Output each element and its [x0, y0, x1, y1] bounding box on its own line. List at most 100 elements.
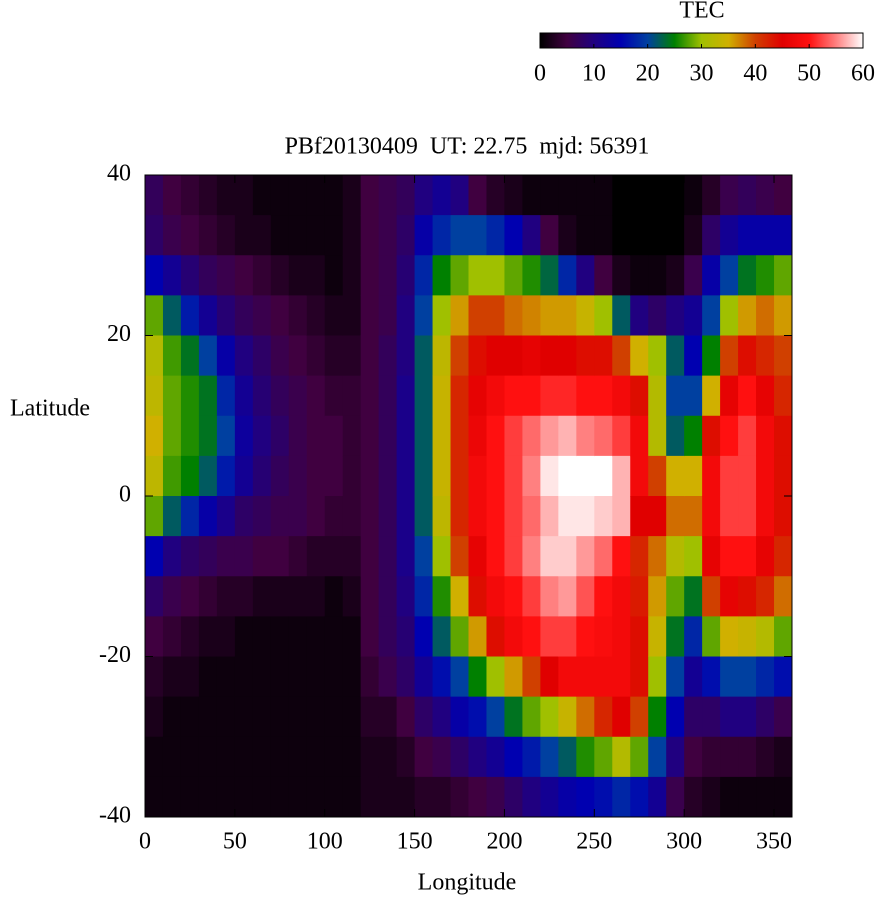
heatmap-cell	[270, 776, 290, 818]
heatmap-cell	[270, 255, 290, 296]
heatmap-cell	[378, 255, 398, 296]
heatmap-cell	[414, 335, 434, 377]
heatmap-cell	[594, 536, 613, 577]
axes: 0 50 100 150 200 250 300 350 -40 -20 0 20 40	[99, 161, 793, 855]
heatmap-cell	[468, 215, 487, 256]
heatmap-cell	[684, 295, 703, 336]
heatmap-cell	[396, 736, 416, 778]
heatmap-cell	[288, 175, 308, 216]
y-tick-label: -20	[99, 642, 131, 668]
heatmap-cell	[756, 175, 775, 216]
heatmap-cell	[378, 616, 398, 657]
heatmap-cell	[738, 496, 757, 537]
heatmap-cell	[216, 696, 236, 738]
heatmap-cell	[756, 295, 775, 336]
heatmap-cell	[504, 175, 523, 216]
heatmap-cell	[306, 696, 326, 738]
heatmap-cell	[288, 295, 308, 336]
heatmap-cell	[180, 335, 200, 377]
heatmap-cell	[216, 536, 236, 577]
heatmap-cell	[486, 576, 505, 617]
heatmap-cell	[450, 295, 469, 336]
heatmap-cell	[324, 576, 344, 617]
heatmap-cell	[270, 415, 290, 457]
heatmap-cell	[486, 415, 505, 457]
heatmap-cell	[324, 496, 344, 537]
heatmap-cell	[342, 455, 362, 497]
heatmap-cell	[162, 295, 182, 336]
heatmap-cell	[540, 375, 559, 417]
heatmap-cell	[342, 375, 362, 417]
heatmap-cell	[162, 576, 182, 617]
heatmap-cell	[288, 415, 308, 457]
heatmap-cell	[432, 255, 452, 296]
heatmap-cell	[306, 576, 326, 617]
heatmap-cell	[702, 255, 721, 296]
heatmap-cell	[216, 496, 236, 537]
heatmap-cell	[450, 255, 469, 296]
heatmap-cell	[540, 175, 559, 216]
y-tick-label: 20	[107, 321, 131, 347]
heatmap-cell	[180, 415, 200, 457]
heatmap-cell	[612, 335, 631, 377]
heatmap-cell	[145, 215, 164, 256]
heatmap-cell	[576, 455, 595, 497]
heatmap-cell	[288, 776, 308, 818]
heatmap-cell	[738, 255, 757, 296]
heatmap-cell	[540, 776, 559, 818]
heatmap-cell	[774, 255, 793, 296]
heatmap-cell	[198, 696, 218, 738]
heatmap-cell	[360, 375, 380, 417]
heatmap-cell	[198, 616, 218, 657]
heatmap-cell	[684, 736, 703, 778]
heatmap-cell	[288, 496, 308, 537]
heatmap-cell	[504, 455, 523, 497]
heatmap-cell	[558, 536, 577, 577]
heatmap-cell	[504, 696, 523, 738]
heatmap-cell	[360, 175, 380, 216]
heatmap-cell	[324, 616, 344, 657]
heatmap-cell	[360, 255, 380, 296]
heatmap-cell	[324, 415, 344, 457]
heatmap-cell	[540, 255, 559, 296]
heatmap-cell	[342, 776, 362, 818]
heatmap-cell	[522, 335, 541, 377]
x-axis-label: Longitude	[418, 870, 517, 896]
heatmap-cell	[414, 616, 434, 657]
heatmap-cell	[576, 175, 595, 216]
heatmap-cell	[145, 375, 164, 417]
heatmap-cell	[432, 335, 452, 377]
heatmap-cell	[738, 455, 757, 497]
heatmap-cell	[180, 255, 200, 296]
heatmap-cell	[756, 656, 775, 698]
heatmap-cell	[540, 496, 559, 537]
heatmap-cell	[234, 496, 254, 537]
heatmap-cell	[324, 776, 344, 818]
heatmap-cell	[432, 215, 452, 256]
heatmap-cell	[504, 335, 523, 377]
heatmap-cell	[396, 496, 416, 537]
heatmap-cell	[252, 335, 272, 377]
heatmap-cell	[612, 255, 631, 296]
heatmap-cell	[774, 736, 793, 778]
heatmap-cell	[666, 295, 685, 336]
heatmap-cell	[450, 335, 469, 377]
heatmap-cell	[468, 455, 487, 497]
heatmap-cell	[432, 175, 452, 216]
heatmap-cell	[648, 496, 667, 537]
heatmap-cell	[468, 696, 487, 738]
heatmap-cell	[432, 616, 452, 657]
heatmap-cell	[306, 375, 326, 417]
heatmap-cell	[234, 375, 254, 417]
heatmap-cell	[270, 455, 290, 497]
heatmap-cell	[486, 656, 505, 698]
heatmap-cell	[612, 656, 631, 698]
heatmap-cell	[594, 215, 613, 256]
heatmap-cell	[288, 696, 308, 738]
heatmap-cell	[198, 255, 218, 296]
heatmap-cell	[198, 656, 218, 698]
heatmap-cell	[342, 215, 362, 256]
heatmap-cell	[396, 536, 416, 577]
heatmap-cell	[522, 776, 541, 818]
heatmap-cell	[306, 776, 326, 818]
